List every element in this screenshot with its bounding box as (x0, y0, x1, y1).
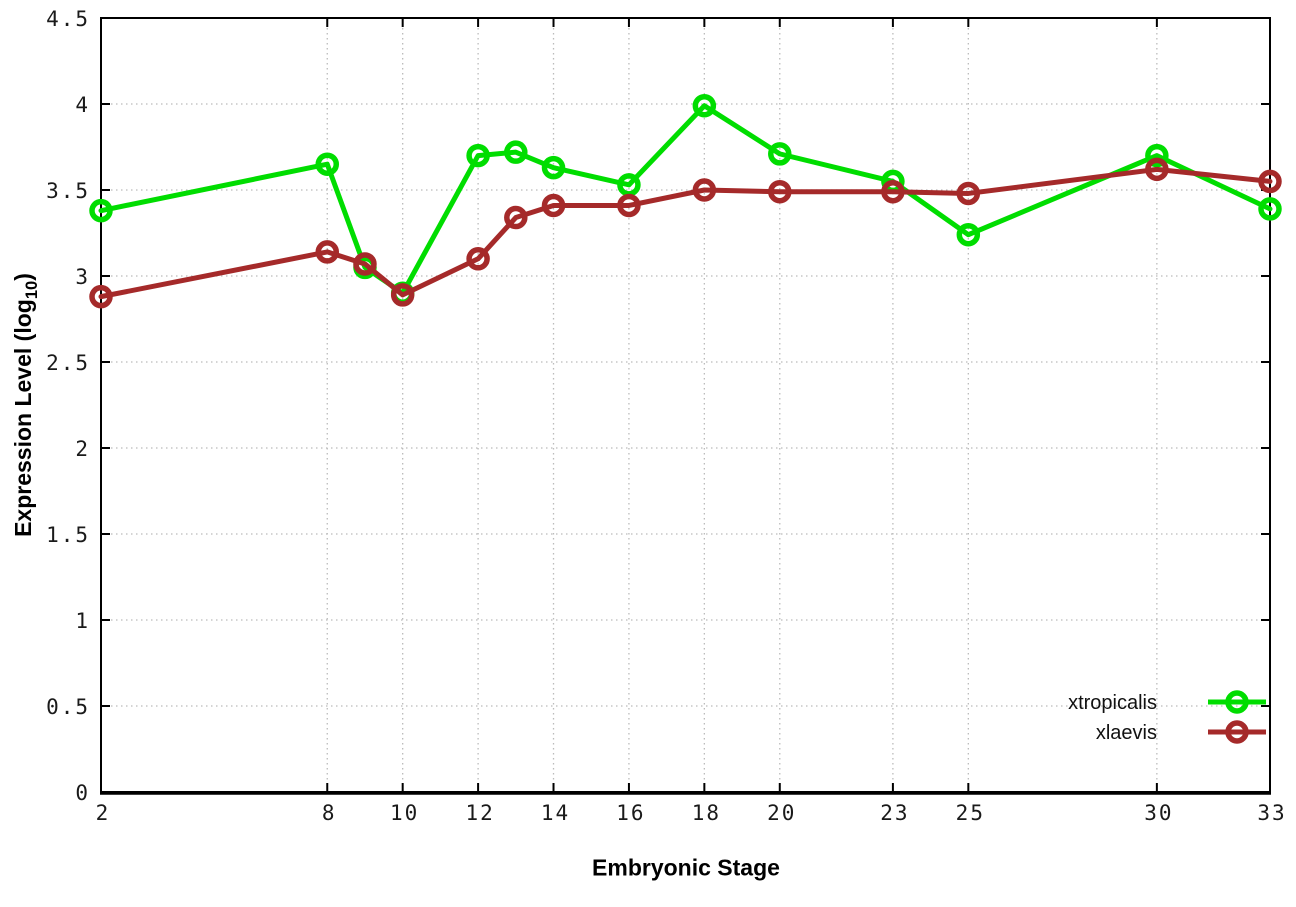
data-point-marker-xtropicalis (1258, 197, 1282, 221)
legend-item: xlaevis (1096, 720, 1266, 744)
legend-marker-icon (1225, 690, 1249, 714)
x-tick-label: 18 (692, 801, 721, 825)
legend-marker-icon (1225, 720, 1249, 744)
x-tick-label: 33 (1257, 801, 1286, 825)
y-tick-label: 4.5 (46, 7, 90, 31)
data-point-marker-xlaevis (617, 193, 641, 218)
y-axis-title: Expression Level (log10) (10, 273, 42, 537)
x-tick-label: 30 (1144, 801, 1173, 825)
series-line-xtropicalis (98, 103, 1273, 296)
data-point-marker-xtropicalis (1145, 143, 1169, 168)
data-point-marker-xlaevis (353, 252, 377, 276)
data-point-marker-xtropicalis (315, 152, 340, 176)
y-tick-label: 4 (75, 93, 90, 117)
y-tick-label: 3 (75, 265, 90, 289)
data-point-marker-xlaevis (692, 178, 717, 202)
y-tick-label: 2.5 (46, 351, 90, 375)
x-tick-label: 16 (616, 801, 645, 825)
x-axis-title: Embryonic Stage (592, 854, 780, 881)
data-point-marker-xtropicalis (541, 155, 566, 180)
x-tick-label: 12 (465, 801, 494, 825)
x-tick-label: 23 (880, 801, 909, 825)
y-tick-label: 3.5 (46, 179, 90, 203)
y-tick-label: 1.5 (46, 523, 90, 547)
data-point-marker-xlaevis (390, 283, 415, 307)
x-tick-label: 20 (767, 801, 796, 825)
data-point-marker-xtropicalis (466, 143, 490, 168)
data-point-marker-xlaevis (1258, 169, 1282, 194)
y-axis-title-text: Expression Level (log (10, 299, 37, 537)
data-point-marker-xtropicalis (89, 198, 113, 223)
legend-label: xtropicalis (1068, 692, 1157, 714)
x-tick-label: 2 (96, 801, 111, 825)
plot-border (100, 17, 1271, 793)
data-point-marker-xlaevis (768, 179, 792, 204)
data-point-marker-xlaevis (89, 284, 113, 309)
data-point-marker-xtropicalis (692, 93, 717, 118)
data-point-marker-xlaevis (956, 181, 981, 206)
data-point-marker-xlaevis (541, 193, 566, 218)
y-tick-label: 0.5 (46, 695, 90, 719)
data-point-marker-xtropicalis (504, 140, 528, 164)
y-axis-title-subscript: 10 (21, 280, 41, 300)
x-tick-label: 25 (956, 801, 985, 825)
data-point-marker-xtropicalis (768, 142, 792, 166)
x-tick-label: 10 (390, 801, 419, 825)
data-point-marker-xlaevis (881, 179, 905, 204)
legend-item: xtropicalis (1068, 690, 1266, 714)
data-point-marker-xlaevis (315, 240, 340, 264)
y-tick-label: 2 (75, 437, 90, 461)
data-point-marker-xtropicalis (956, 222, 981, 247)
series-line-xlaevis (98, 166, 1273, 300)
y-tick-label: 0 (75, 781, 90, 805)
y-tick-label: 1 (75, 609, 90, 633)
x-tick-label: 8 (322, 801, 337, 825)
data-point-marker-xlaevis (504, 205, 528, 230)
x-tick-label: 14 (541, 801, 570, 825)
legend-label: xlaevis (1096, 722, 1157, 744)
y-axis-title-close: ) (10, 273, 37, 281)
data-point-marker-xlaevis (466, 247, 490, 271)
data-point-marker-xlaevis (1145, 157, 1169, 182)
